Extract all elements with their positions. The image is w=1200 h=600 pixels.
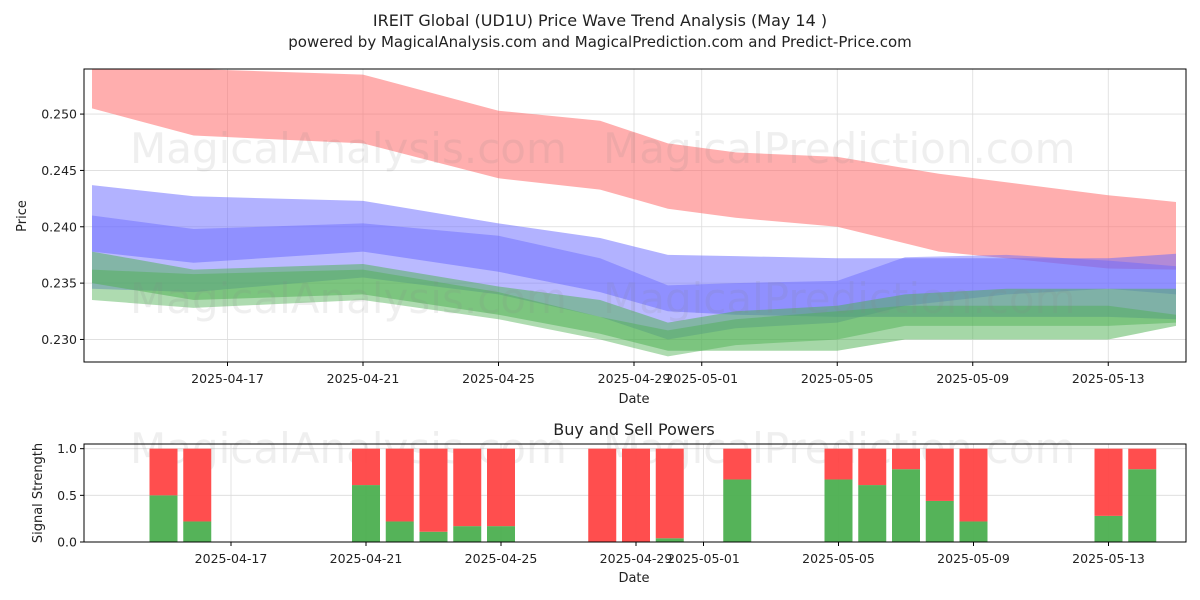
price-y-tick-label: 0.240 <box>41 219 77 234</box>
price-x-tick-label: 2025-05-01 <box>665 371 738 386</box>
chart-subtitle: powered by MagicalAnalysis.com and Magic… <box>288 33 912 51</box>
price-x-tick-label: 2025-04-21 <box>327 371 400 386</box>
buy-bar <box>723 479 751 542</box>
buy-bar <box>926 501 954 542</box>
price-y-tick-label: 0.250 <box>41 107 77 122</box>
price-x-tick-label: 2025-04-29 <box>598 371 671 386</box>
price-x-tick-label: 2025-05-05 <box>801 371 874 386</box>
signal-x-axis: 2025-04-17 2025-04-21 2025-04-25 2025-04-29… <box>195 542 1145 566</box>
signal-x-tick-label: 2025-04-25 <box>465 551 538 566</box>
price-y-tick-label: 0.245 <box>41 163 77 178</box>
buy-bar <box>656 538 684 542</box>
buy-bar <box>487 526 515 542</box>
buy-bar <box>453 526 481 542</box>
buy-bar <box>420 532 448 542</box>
sell-bar <box>150 449 178 496</box>
sell-bar <box>487 449 515 526</box>
buy-bar <box>1095 516 1123 542</box>
buy-bar <box>858 485 886 542</box>
chart-canvas: IREIT Global (UD1U) Price Wave Trend Ana… <box>0 0 1200 600</box>
price-x-tick-label: 2025-05-13 <box>1072 371 1145 386</box>
buy-bar <box>1128 469 1156 542</box>
buy-bar <box>960 521 988 542</box>
price-x-tick-label: 2025-04-25 <box>462 371 535 386</box>
signal-x-tick-label: 2025-05-01 <box>667 551 740 566</box>
sell-bar <box>825 449 853 480</box>
signal-x-tick-label: 2025-05-13 <box>1072 551 1145 566</box>
sell-bar <box>386 449 414 522</box>
price-y-axis: 0.230 0.235 0.240 0.245 0.250 <box>41 107 84 347</box>
price-y-tick-label: 0.230 <box>41 332 77 347</box>
sell-bar <box>960 449 988 522</box>
signal-x-tick-label: 2025-04-21 <box>330 551 403 566</box>
signal-x-tick-label: 2025-04-29 <box>600 551 673 566</box>
sell-bar <box>588 449 616 542</box>
sell-bar <box>892 449 920 470</box>
price-y-tick-label: 0.235 <box>41 276 77 291</box>
signal-x-tick-label: 2025-05-09 <box>937 551 1010 566</box>
sell-bar <box>723 449 751 480</box>
buy-bar <box>183 521 211 542</box>
signal-y-axis: 0.0 0.5 1.0 <box>57 441 84 549</box>
sell-bar <box>1128 449 1156 470</box>
sell-bar <box>858 449 886 485</box>
sell-bar <box>622 449 650 542</box>
buy-bar <box>352 485 380 542</box>
watermark-prediction-top: MagicalPrediction.com <box>603 124 1076 173</box>
buy-bar <box>892 469 920 542</box>
price-x-tick-label: 2025-04-17 <box>191 371 264 386</box>
sell-bar <box>352 449 380 485</box>
signal-x-tick-label: 2025-04-17 <box>195 551 268 566</box>
signal-y-tick-label: 0.0 <box>57 535 77 550</box>
signal-y-label: Signal Strength <box>31 443 46 543</box>
chart-title: IREIT Global (UD1U) Price Wave Trend Ana… <box>373 11 827 30</box>
buy-bar <box>150 495 178 542</box>
price-x-axis: 2025-04-17 2025-04-21 2025-04-25 2025-04-29… <box>191 362 1144 386</box>
price-plot: MagicalAnalysis.com MagicalPrediction.co… <box>15 69 1186 407</box>
sell-bar <box>420 449 448 532</box>
signal-x-tick-label: 2025-05-05 <box>802 551 875 566</box>
price-x-label: Date <box>618 392 649 407</box>
sell-bar <box>926 449 954 501</box>
watermark-analysis-top: MagicalAnalysis.com <box>130 124 567 173</box>
watermark-analysis-mid: MagicalAnalysis.com <box>130 274 567 323</box>
sell-bar <box>1095 449 1123 516</box>
signal-y-tick-label: 1.0 <box>57 441 77 456</box>
signal-plot: Buy and Sell Powers MagicalAnalysis.com … <box>31 420 1186 586</box>
signal-x-label: Date <box>618 571 649 586</box>
buy-bar <box>825 479 853 542</box>
price-y-label: Price <box>15 200 30 232</box>
sell-bar <box>453 449 481 526</box>
sell-bar <box>183 449 211 522</box>
buy-bar <box>386 521 414 542</box>
watermark-prediction-mid: MagicalPrediction.com <box>603 274 1076 323</box>
sell-bar <box>656 449 684 539</box>
price-x-tick-label: 2025-05-09 <box>936 371 1009 386</box>
signal-y-tick-label: 0.5 <box>57 488 77 503</box>
